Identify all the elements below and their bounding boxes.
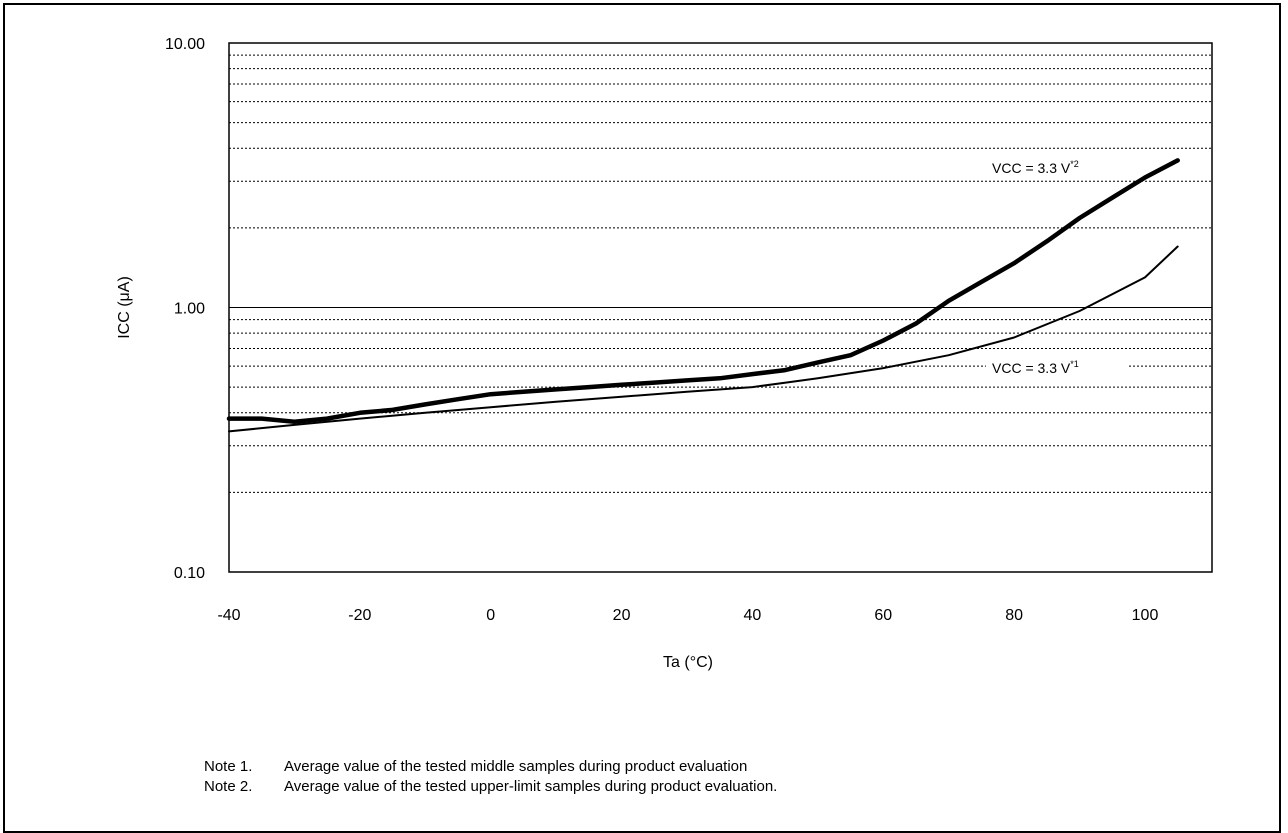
y-tick-label: 10.00 [165,36,205,53]
series-labels: VCC = 3.3 V*1 VCC = 3.3 V*2 [986,158,1128,379]
x-tick-label: 40 [744,607,762,624]
series-lines [226,158,1180,433]
series-label-bg [986,158,1128,179]
x-tick-label: -40 [217,607,240,624]
x-tick-label: 80 [1005,607,1023,624]
gridlines [229,54,1212,493]
note-text: Average value of the tested upper-limit … [284,778,778,795]
note-text: Average value of the tested middle sampl… [284,758,748,775]
footnotes: Note 1. Average value of the tested midd… [204,757,777,797]
x-tick-label: -20 [348,607,371,624]
x-tick-label: 60 [874,607,892,624]
x-tick-label: 20 [613,607,631,624]
series-line-vcc-note2 [226,158,1180,424]
x-tick-label: 100 [1132,607,1159,624]
x-axis-label: Ta (°C) [663,654,713,671]
y-tick-label: 0.10 [174,565,205,582]
x-tick-label: 0 [486,607,495,624]
note-label: Note 2. [204,778,253,795]
plot-area [228,42,1213,573]
y-axis-label: ICC (μA) [116,276,133,339]
series-label-bg [986,358,1128,379]
tick-labels: -40 -20 0 20 40 60 80 100 0.10 1.00 10.00 [165,36,1158,624]
note-row-1: Note 1. Average value of the tested midd… [204,757,777,777]
series-label: VCC = 3.3 V*1 [992,359,1079,376]
note-row-2: Note 2. Average value of the tested uppe… [204,777,777,797]
series-label: VCC = 3.3 V*2 [992,159,1079,176]
series-line-vcc-note1 [228,245,1179,433]
y-tick-label: 1.00 [174,301,205,318]
note-label: Note 1. [204,758,253,775]
